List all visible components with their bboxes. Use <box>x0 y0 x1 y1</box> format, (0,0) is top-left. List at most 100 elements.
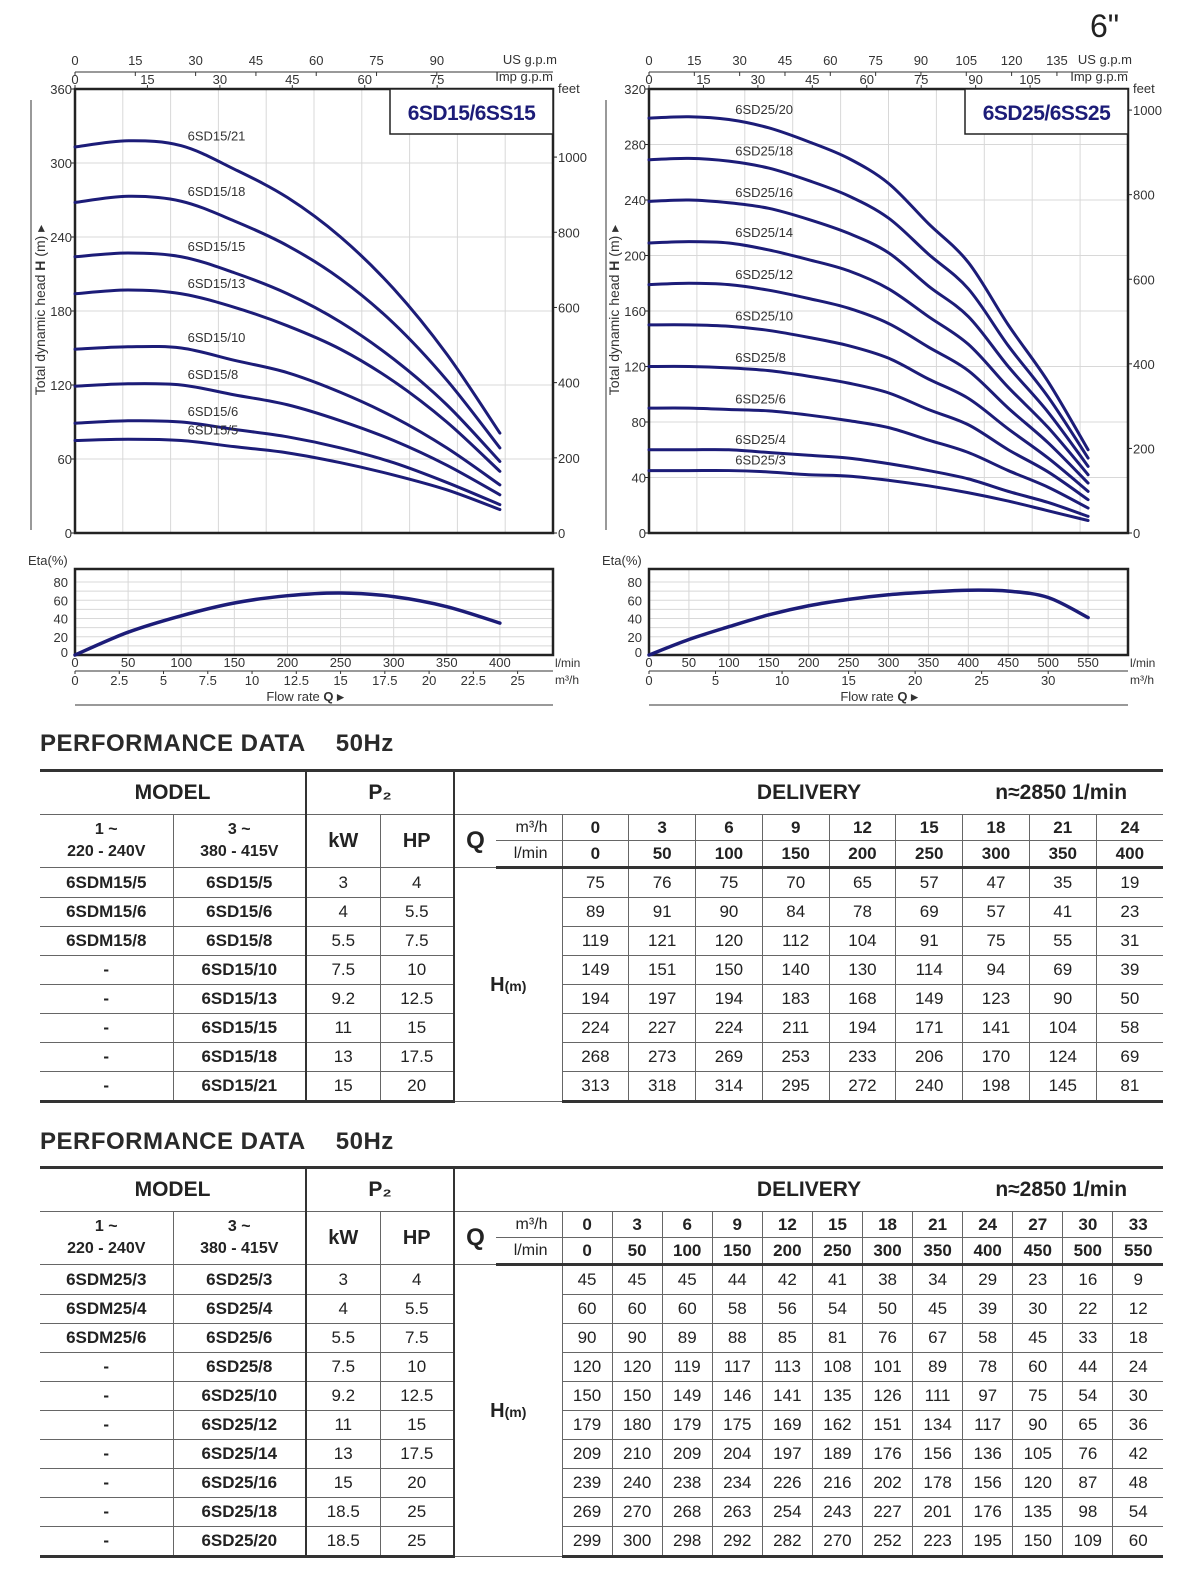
three-phase-model: 6SD25/10 <box>172 1381 308 1411</box>
model-header: MODEL <box>40 1166 308 1212</box>
head-value: 134 <box>912 1410 964 1440</box>
us-gpm-tick-label: 75 <box>868 53 882 68</box>
head-tick-label: 0 <box>639 526 646 541</box>
flow-m3h: 21 <box>912 1211 964 1238</box>
head-value: 146 <box>711 1381 763 1411</box>
eta-tick-label: 20 <box>54 630 68 645</box>
feet-tick-label: 400 <box>558 376 580 391</box>
head-curve <box>647 281 1090 485</box>
head-tick-label: 200 <box>624 249 646 264</box>
head-value: 197 <box>628 984 697 1014</box>
lmin-tick-label: 100 <box>170 655 192 670</box>
phase: 1 ~ <box>94 821 118 838</box>
three-phase-model: 6SD25/4 <box>172 1294 308 1324</box>
head-value: 85 <box>761 1323 813 1353</box>
feet-axis-label: feet <box>558 81 580 96</box>
m3h-tick-label: 0 <box>645 673 652 688</box>
head-value: 211 <box>761 1013 830 1043</box>
feet-tick-label: 200 <box>1133 441 1155 456</box>
y-axis-title-text: Total dynamic head <box>606 271 622 396</box>
flow-lmin: 150 <box>711 1237 763 1266</box>
single-phase-model: 6SDM25/3 <box>40 1264 174 1295</box>
y-axis-unit: (m) ▸ <box>32 225 48 261</box>
head-value: 69 <box>1095 1042 1164 1072</box>
head-value: 268 <box>661 1497 713 1527</box>
table-row: 6SDM25/6 6SD25/6 5.5 7.5 90 90 89 88 85 81 76 67 58 4… <box>40 1323 1164 1353</box>
eta-tick-label: 80 <box>628 575 642 590</box>
head-value: 189 <box>811 1439 863 1469</box>
imp-gpm-tick-label: 0 <box>645 72 652 87</box>
head-value: 111 <box>912 1381 964 1411</box>
us-gpm-tick-label: 45 <box>778 53 792 68</box>
power-hp: 7.5 <box>379 1323 456 1353</box>
imp-gpm-tick-label: 105 <box>1019 72 1041 87</box>
delivery-label: DELIVERY <box>756 781 862 804</box>
head-tick-label: 180 <box>50 304 72 319</box>
feet-tick-label: 600 <box>558 300 580 315</box>
head-value: 178 <box>912 1468 964 1498</box>
flow-rate-title: Flow rate Q ▸ <box>266 689 345 704</box>
performance-title-1: PERFORMANCE DATA 50Hz <box>40 730 394 758</box>
head-value: 90 <box>611 1323 663 1353</box>
lmin-tick-label: 350 <box>436 655 458 670</box>
curve-label: 6SD15/18 <box>188 184 246 199</box>
lmin-tick-label: 250 <box>330 655 352 670</box>
power-kw: 4 <box>305 897 381 927</box>
chart-title: 6SD25/6SS25 <box>983 102 1111 125</box>
head-value: 12 <box>1112 1294 1164 1324</box>
head-value: 50 <box>1095 984 1164 1014</box>
power-kw: 5.5 <box>305 1323 381 1353</box>
eta-axis-title: Eta(%) <box>602 553 642 568</box>
head-value: 156 <box>912 1439 964 1469</box>
head-value: 299 <box>561 1526 613 1558</box>
lmin-tick-label: 350 <box>918 655 940 670</box>
head-value: 76 <box>628 867 697 898</box>
head-value: 75 <box>695 867 763 898</box>
head-value: 90 <box>1028 984 1097 1014</box>
head-value: 314 <box>695 1071 763 1103</box>
head-value: 204 <box>711 1439 763 1469</box>
us-gpm-tick-label: 90 <box>914 53 928 68</box>
single-phase-model: - <box>40 955 174 985</box>
m3h-tick-label: 2.5 <box>110 673 128 688</box>
efficiency-curve <box>73 591 502 657</box>
head-value: 65 <box>1062 1410 1114 1440</box>
imp-gpm-tick-label: 90 <box>968 72 982 87</box>
single-phase-model: - <box>40 1381 174 1411</box>
single-phase-model: - <box>40 1352 174 1382</box>
chart-title-box <box>964 88 1129 135</box>
head-curve <box>73 344 502 487</box>
head-value: 30 <box>1112 1381 1164 1411</box>
flow-lmin: 450 <box>1012 1237 1064 1266</box>
head-value: 169 <box>761 1410 813 1440</box>
head-value: 223 <box>912 1526 964 1558</box>
us-gpm-tick-label: 90 <box>430 53 444 68</box>
lmin-tick-label: 400 <box>489 655 511 670</box>
head-value: 240 <box>895 1071 964 1103</box>
head-value: 198 <box>962 1071 1030 1103</box>
three-phase-model: 6SD15/13 <box>172 984 308 1014</box>
head-value: 162 <box>811 1410 863 1440</box>
head-value: 120 <box>1012 1468 1064 1498</box>
three-phase-model: 6SD25/14 <box>172 1439 308 1469</box>
power-hp: 25 <box>379 1526 456 1558</box>
head-value: 119 <box>661 1352 713 1382</box>
flow-lmin: 500 <box>1062 1237 1114 1266</box>
head-curve <box>73 194 502 450</box>
lmin-tick-label: 450 <box>997 655 1019 670</box>
m3h-tick-label: 10 <box>245 673 259 688</box>
imp-gpm-tick-label: 15 <box>696 72 710 87</box>
eta-tick-label: 0 <box>635 645 642 660</box>
eta-tick-label: 40 <box>54 612 68 627</box>
head-value: 78 <box>828 897 897 927</box>
head-unit: (m) <box>504 1403 527 1420</box>
head-value: 227 <box>861 1497 914 1527</box>
head-curve <box>647 156 1090 460</box>
imp-gpm-tick-label: 75 <box>430 72 444 87</box>
head-value: 87 <box>1062 1468 1114 1498</box>
head-tick-label: 0 <box>65 526 72 541</box>
head-value: 234 <box>711 1468 763 1498</box>
head-value: 269 <box>695 1042 763 1072</box>
flow-lmin: 300 <box>861 1237 914 1266</box>
power-hp: 15 <box>379 1013 456 1043</box>
